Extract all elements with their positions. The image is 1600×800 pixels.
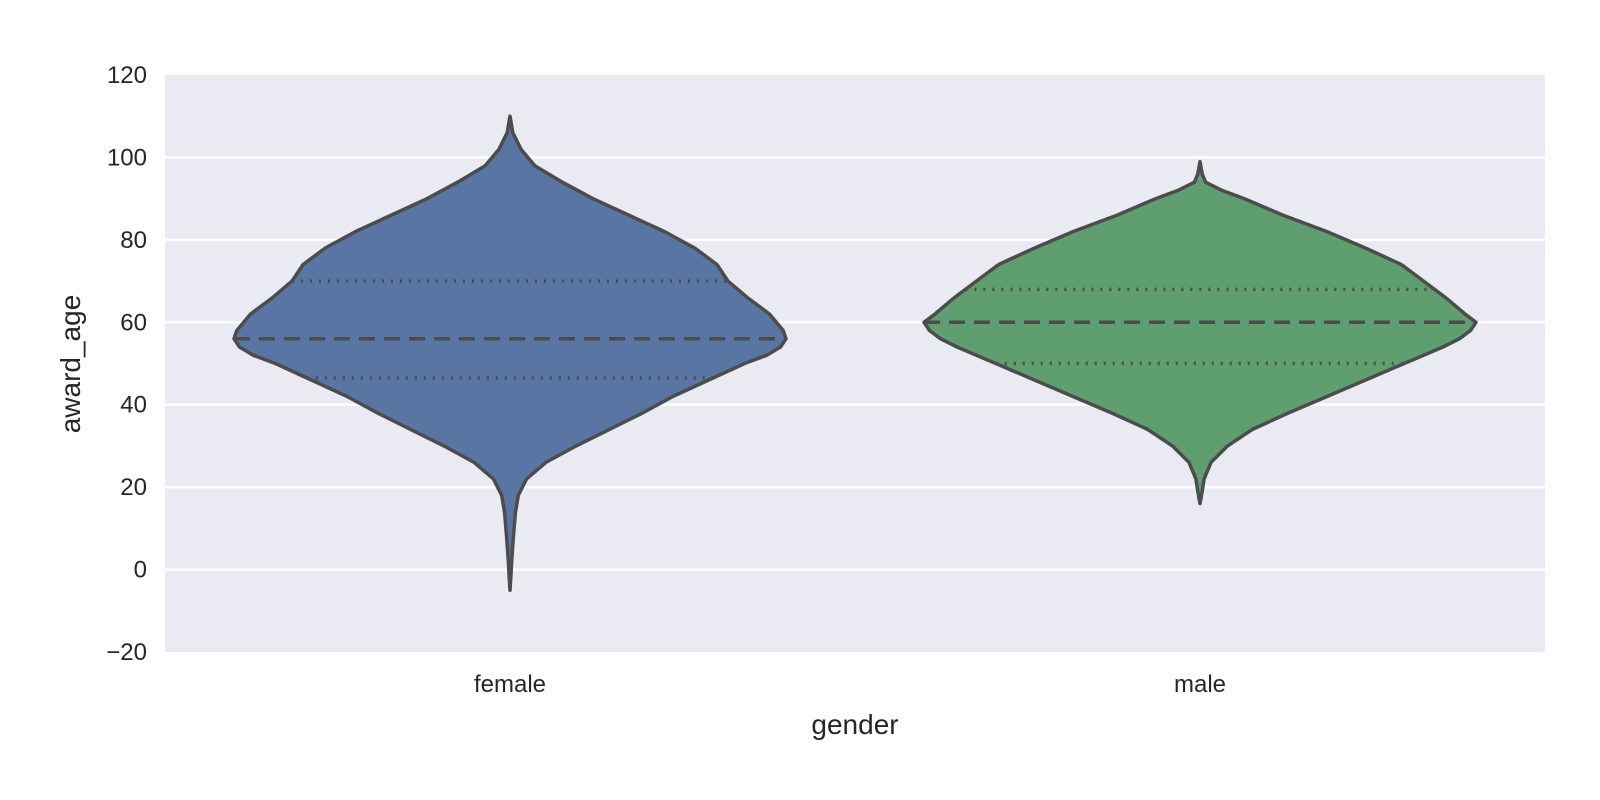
- violins: [232, 114, 1478, 592]
- x-tick-label: female: [474, 671, 546, 698]
- y-tick-label: 100: [107, 144, 147, 171]
- violin-female: [232, 114, 788, 592]
- y-tick-label: −20: [106, 639, 147, 666]
- y-tick-label: 60: [120, 309, 147, 336]
- y-tick-label: 40: [120, 392, 147, 419]
- y-tick-label: 120: [107, 62, 147, 89]
- y-axis-ticks: 120 100 80 60 40 20 0 −20: [106, 62, 147, 666]
- violin-body: [232, 114, 788, 592]
- violin-body: [922, 159, 1478, 506]
- y-tick-label: 20: [120, 474, 147, 501]
- violin-male: [922, 159, 1478, 506]
- x-axis-ticks: female male: [474, 671, 1226, 698]
- y-tick-label: 0: [134, 557, 147, 584]
- x-axis-label: gender: [811, 709, 898, 740]
- x-tick-label: male: [1174, 671, 1226, 698]
- y-axis-label: award_age: [55, 295, 86, 434]
- y-tick-label: 80: [120, 227, 147, 254]
